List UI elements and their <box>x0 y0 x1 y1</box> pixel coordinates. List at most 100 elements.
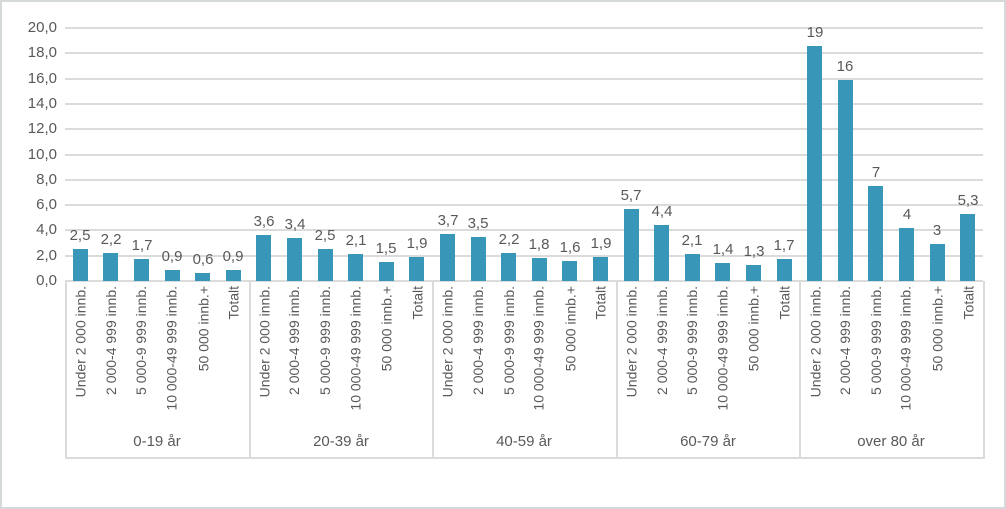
gridline <box>65 52 983 54</box>
group-separator <box>616 281 618 459</box>
x-axis-group-label: over 80 år <box>857 433 925 450</box>
bar-value-label: 1,9 <box>406 235 428 252</box>
gridline <box>65 78 983 80</box>
bar-value-label: 2,2 <box>498 231 520 248</box>
bar-value-label: 1,3 <box>743 243 765 260</box>
bar-value-label: 3,4 <box>284 216 306 233</box>
x-axis-group-label: 60-79 år <box>680 433 736 450</box>
x-axis-tick-label: Totalt <box>225 286 241 320</box>
bar <box>440 234 455 281</box>
y-axis-tick-label: 12,0 <box>27 120 57 137</box>
gridline <box>65 229 983 231</box>
x-axis-tick-label: 5 000-9 999 innb. <box>133 286 149 395</box>
y-axis-tick-label: 2,0 <box>36 247 57 264</box>
gridline <box>65 204 983 206</box>
bar <box>287 238 302 281</box>
y-axis-tick-label: 4,0 <box>36 221 57 238</box>
y-axis-tick-label: 8,0 <box>36 171 57 188</box>
bar-value-label: 7 <box>871 164 881 181</box>
y-axis-tick-label: 16,0 <box>27 70 57 87</box>
bar-value-label: 2,5 <box>314 227 336 244</box>
y-axis-tick-label: 10,0 <box>27 146 57 163</box>
bar <box>318 249 333 281</box>
bar-value-label: 1,8 <box>528 236 550 253</box>
x-axis-tick-label: 2 000-4 999 innb. <box>837 286 853 395</box>
x-axis-tick-label: 5 000-9 999 innb. <box>684 286 700 395</box>
x-axis-group-label: 0-19 år <box>133 433 181 450</box>
x-axis-tick-label: 5 000-9 999 innb. <box>317 286 333 395</box>
bar-value-label: 2,5 <box>69 227 91 244</box>
x-axis-tick-label: 10 000-49 999 innb. <box>715 286 731 411</box>
gridline <box>65 255 983 257</box>
x-axis-tick-label: Under 2 000 innb. <box>72 286 88 398</box>
bar <box>165 270 180 281</box>
bar <box>501 253 516 281</box>
x-axis-tick-label: Totalt <box>960 286 976 320</box>
bar-value-label: 1,7 <box>773 237 795 254</box>
bar-value-label: 2,2 <box>100 231 122 248</box>
bar <box>777 259 792 281</box>
bar-value-label: 2,1 <box>681 232 703 249</box>
group-separator <box>249 281 251 459</box>
bar <box>868 186 883 281</box>
bar <box>838 80 853 281</box>
bar-value-label: 1,4 <box>712 241 734 258</box>
bar <box>715 263 730 281</box>
bar <box>807 46 822 281</box>
x-axis-tick-label: Totalt <box>592 286 608 320</box>
x-axis-tick-label: Under 2 000 innb. <box>807 286 823 398</box>
y-axis-tick-label: 6,0 <box>36 196 57 213</box>
bar <box>103 253 118 281</box>
gridline <box>65 27 983 29</box>
x-axis-tick-label: 10 000-49 999 innb. <box>348 286 364 411</box>
bar <box>593 257 608 281</box>
x-axis-tick-label: 50 000 innb.+ <box>195 286 211 372</box>
bar-value-label: 19 <box>806 24 824 41</box>
bar-value-label: 0,6 <box>192 251 214 268</box>
bar <box>409 257 424 281</box>
bar-value-label: 0,9 <box>222 248 244 265</box>
x-axis-group-label: 40-59 år <box>496 433 552 450</box>
y-axis-tick-label: 18,0 <box>27 44 57 61</box>
x-axis-tick-label: 10 000-49 999 innb. <box>898 286 914 411</box>
bar-value-label: 16 <box>836 58 854 75</box>
x-axis-tick-label: Totalt <box>409 286 425 320</box>
y-axis-tick-label: 14,0 <box>27 95 57 112</box>
bar <box>624 209 639 281</box>
bar-value-label: 5,3 <box>957 192 979 209</box>
bar <box>960 214 975 281</box>
x-axis-tick-label: Under 2 000 innb. <box>439 286 455 398</box>
x-axis-tick-label: Totalt <box>776 286 792 320</box>
bar-value-label: 3,6 <box>253 213 275 230</box>
x-axis-tick-label: 2 000-4 999 innb. <box>470 286 486 395</box>
y-axis-tick-label: 0,0 <box>36 272 57 289</box>
group-separator <box>65 281 67 459</box>
bar-value-label: 1,7 <box>131 237 153 254</box>
gridline <box>65 128 983 130</box>
category-axis-border <box>65 457 983 459</box>
bar <box>930 244 945 281</box>
x-axis-tick-label: 50 000 innb.+ <box>378 286 394 372</box>
bar <box>256 235 271 281</box>
bar <box>226 270 241 281</box>
group-separator <box>983 281 985 459</box>
bar-value-label: 3,5 <box>467 215 489 232</box>
x-axis-tick-label: 2 000-4 999 innb. <box>103 286 119 395</box>
bar-value-label: 3,7 <box>437 212 459 229</box>
x-axis-tick-label: 50 000 innb.+ <box>929 286 945 372</box>
bar <box>471 237 486 281</box>
bar <box>562 261 577 281</box>
x-axis-tick-label: 5 000-9 999 innb. <box>501 286 517 395</box>
y-axis-tick-label: 20,0 <box>27 19 57 36</box>
bar <box>73 249 88 281</box>
x-axis-tick-label: 2 000-4 999 innb. <box>286 286 302 395</box>
bar-value-label: 5,7 <box>620 187 642 204</box>
gridline <box>65 280 983 282</box>
x-axis-tick-label: 10 000-49 999 innb. <box>531 286 547 411</box>
x-axis-tick-label: 50 000 innb.+ <box>745 286 761 372</box>
bar <box>195 273 210 281</box>
bar <box>654 225 669 281</box>
bar <box>685 254 700 281</box>
x-axis-tick-label: Under 2 000 innb. <box>623 286 639 398</box>
group-separator <box>799 281 801 459</box>
